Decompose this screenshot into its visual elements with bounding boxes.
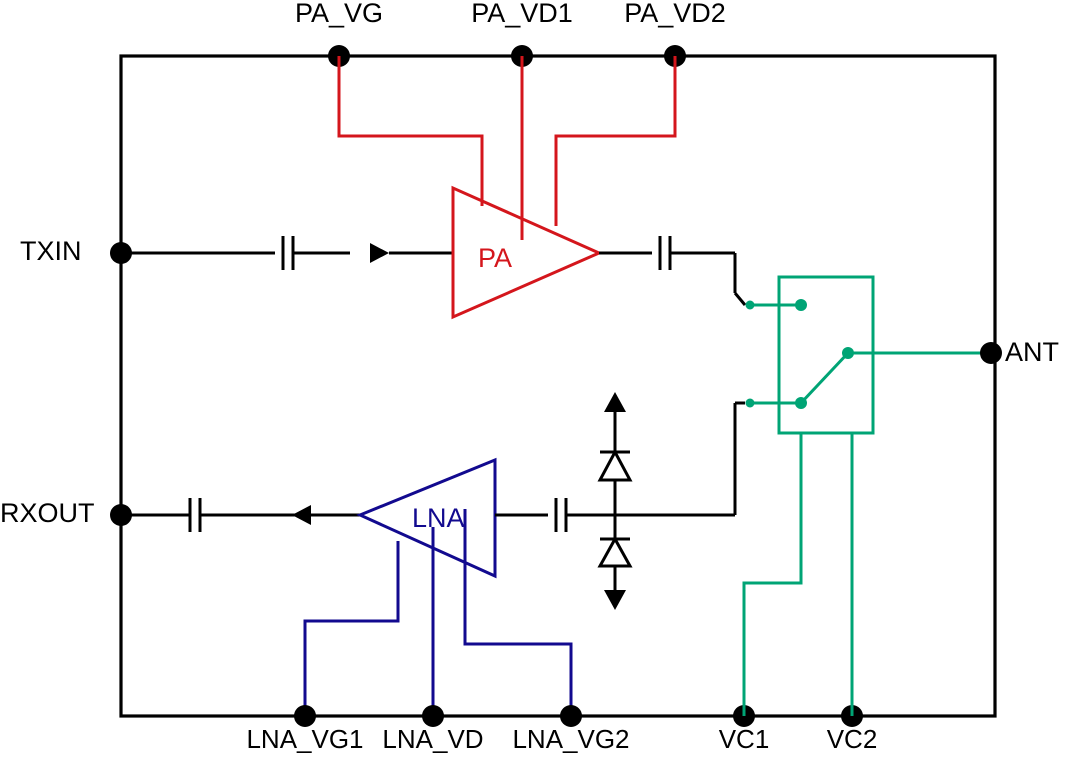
svg-text:RXOUT: RXOUT xyxy=(0,498,95,528)
svg-text:VC2: VC2 xyxy=(827,724,878,754)
svg-text:PA_VG: PA_VG xyxy=(295,0,383,28)
svg-text:PA_VD1: PA_VD1 xyxy=(471,0,573,28)
svg-text:LNA_VD: LNA_VD xyxy=(382,724,483,754)
svg-text:ANT: ANT xyxy=(1005,337,1059,367)
svg-text:LNA_VG1: LNA_VG1 xyxy=(246,724,363,754)
svg-text:LNA: LNA xyxy=(412,503,465,533)
svg-text:LNA_VG2: LNA_VG2 xyxy=(512,724,629,754)
svg-text:VC1: VC1 xyxy=(719,724,770,754)
svg-text:PA_VD2: PA_VD2 xyxy=(624,0,726,28)
svg-text:PA: PA xyxy=(478,243,512,273)
svg-text:TXIN: TXIN xyxy=(20,236,82,266)
